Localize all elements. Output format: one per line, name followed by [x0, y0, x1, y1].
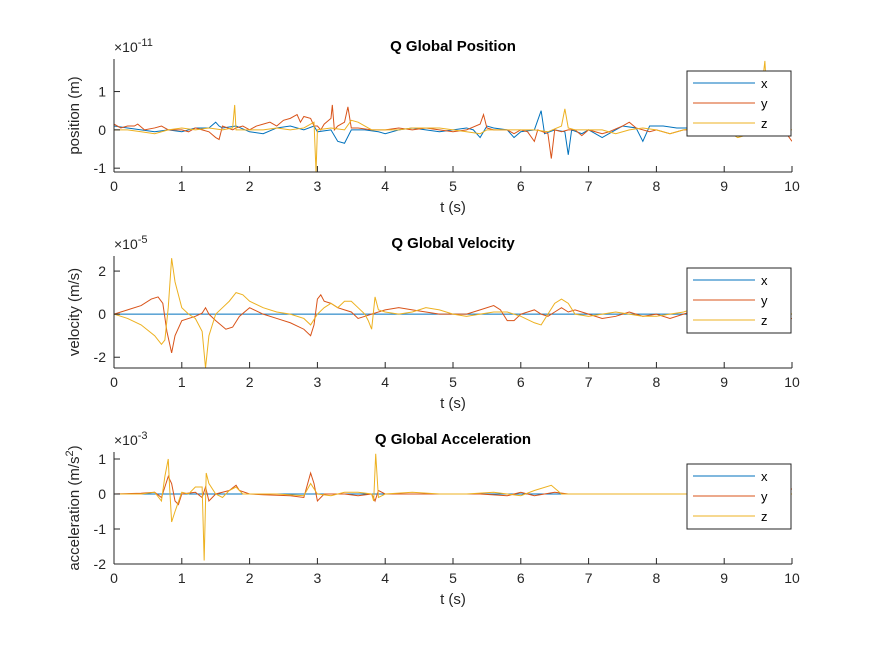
x-tick-label: 2	[246, 570, 254, 586]
legend: xyz	[686, 267, 792, 334]
axis-exponent-power: -11	[138, 37, 153, 49]
x-tick-label: 4	[381, 570, 389, 586]
x-tick-label: 9	[720, 570, 728, 586]
legend: xyz	[686, 463, 792, 530]
chart-title: Q Global Position	[390, 38, 516, 55]
chart-panel-1: 0 1 2 3 4 5 6 7 8 9 10-101×10-11 Q Global Positiont…	[66, 37, 800, 216]
y-tick-label: 0	[98, 122, 106, 138]
chart-panel-3: 0 1 2 3 4 5 6 7 8 9 10 -2 -1 0 1 ×10-3 Q Global Accelera…	[64, 430, 800, 608]
legend-label-z: z	[761, 509, 768, 524]
x-tick-label: 9	[720, 374, 728, 390]
legend: xyz	[686, 70, 792, 137]
y-axis-label: acceleration (m/s2)	[64, 445, 83, 570]
x-axis-label: t (s)	[440, 395, 466, 412]
x-tick-label: 10	[784, 570, 800, 586]
series-line-z	[114, 258, 792, 368]
series-line-z	[114, 453, 792, 561]
x-tick-label: 1	[178, 178, 186, 194]
y-axis-label: position (m)	[66, 76, 83, 154]
axis-exponent-power: -5	[138, 234, 148, 246]
x-tick-label: 9	[720, 178, 728, 194]
y-tick-label: -2	[94, 349, 107, 365]
axis-exponent-label: ×10-11	[114, 37, 153, 55]
y-tick-label: 1	[98, 451, 106, 467]
x-tick-label: 2	[246, 374, 254, 390]
x-tick-label: 0	[110, 374, 118, 390]
x-tick-label: 10	[784, 178, 800, 194]
x-tick-label: 3	[314, 374, 322, 390]
x-tick-label: 4	[381, 374, 389, 390]
chart-title: Q Global Acceleration	[375, 431, 531, 448]
y-tick-label: -1	[94, 521, 107, 537]
legend-label-x: x	[761, 469, 768, 484]
axis-exponent-power: -3	[138, 430, 148, 442]
y-tick-label: 0	[98, 486, 106, 502]
series-group	[114, 453, 792, 561]
y-tick-label: 1	[98, 84, 106, 100]
x-tick-label: 0	[110, 570, 118, 586]
series-group	[114, 258, 792, 368]
axis-exponent-label: ×10-3	[114, 430, 148, 448]
x-tick-label: 6	[517, 178, 525, 194]
legend-label-x: x	[761, 76, 768, 91]
legend-label-y: y	[761, 293, 768, 308]
legend-label-z: z	[761, 313, 768, 328]
x-tick-label: 8	[653, 570, 661, 586]
legend-label-z: z	[761, 116, 768, 131]
x-tick-label: 2	[246, 178, 254, 194]
x-tick-label: 8	[653, 374, 661, 390]
x-axis-label: t (s)	[440, 591, 466, 608]
chart-panel-2: 0 1 2 3 4 5 6 7 8 9 10-202×10-5 Q Global Velocityt …	[66, 234, 800, 412]
legend-label-x: x	[761, 273, 768, 288]
y-tick-label: -1	[94, 160, 107, 176]
series-line-y	[114, 293, 792, 354]
x-tick-label: 3	[314, 570, 322, 586]
y-tick-label: 2	[98, 263, 106, 279]
x-tick-label: 7	[585, 178, 593, 194]
x-tick-label: 5	[449, 178, 457, 194]
y-axis-label-tail: )	[66, 445, 83, 450]
legend-label-y: y	[761, 489, 768, 504]
x-tick-label: 6	[517, 570, 525, 586]
x-tick-label: 5	[449, 570, 457, 586]
x-tick-label: 6	[517, 374, 525, 390]
legend-label-y: y	[761, 96, 768, 111]
y-tick-label: 0	[98, 306, 106, 322]
chart-title: Q Global Velocity	[391, 235, 515, 252]
x-tick-label: 7	[585, 374, 593, 390]
x-axis-label: t (s)	[440, 199, 466, 216]
x-tick-label: 4	[381, 178, 389, 194]
x-tick-label: 0	[110, 178, 118, 194]
x-tick-label: 7	[585, 570, 593, 586]
x-tick-label: 1	[178, 570, 186, 586]
y-tick-label: -2	[94, 556, 107, 572]
axis-exponent-label: ×10-5	[114, 234, 148, 252]
x-tick-label: 10	[784, 374, 800, 390]
y-axis-label: velocity (m/s)	[66, 268, 83, 356]
series-line-x	[114, 110, 725, 155]
x-tick-label: 1	[178, 374, 186, 390]
x-tick-label: 8	[653, 178, 661, 194]
x-tick-label: 3	[314, 178, 322, 194]
y-axis-label-superscript: 2	[64, 450, 76, 456]
x-tick-label: 5	[449, 374, 457, 390]
